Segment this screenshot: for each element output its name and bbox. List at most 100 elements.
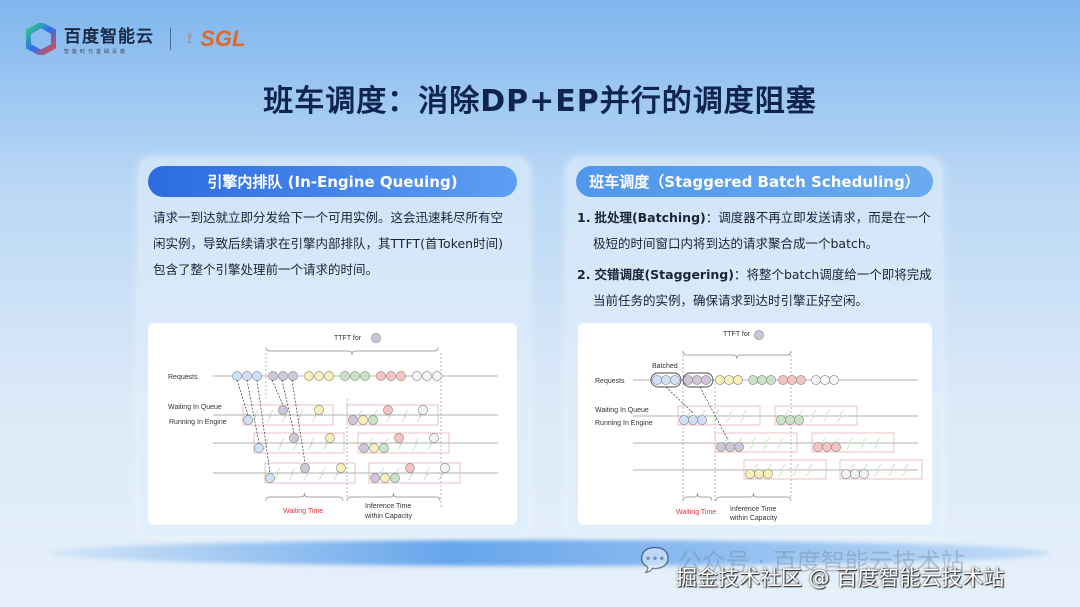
wechat-watermark: 💬 公众号 · 百度智能云技术站 — [640, 542, 965, 577]
workload-zigzag — [377, 467, 385, 481]
wechat-icon: 💬 — [640, 545, 670, 574]
staggered-batch-diagram: TTFT for Requests Batched Waiting In Queue R… — [578, 323, 932, 525]
workload-zigzag — [874, 436, 881, 450]
workload-zigzag — [423, 467, 430, 481]
engine-box — [811, 432, 895, 453]
left-card-heading: 引擎内排队 (In-Engine Queuing) — [148, 166, 517, 197]
dispatch-arrow — [246, 379, 260, 444]
engine-box — [839, 459, 923, 480]
dispatch-arrow — [256, 379, 271, 474]
request-circle-red — [396, 371, 406, 381]
ttft-brace — [682, 350, 792, 360]
request-circle-purple — [300, 463, 310, 473]
request-circle-purple — [725, 442, 735, 452]
request-circle-white — [811, 375, 821, 385]
inference-capacity-label: within Capacity — [364, 513, 413, 520]
site-watermark: 掘金技术社区 @ 百度智能云技术站 — [676, 566, 1005, 590]
request-circle-yellow — [380, 473, 390, 483]
request-circle-blue — [697, 415, 707, 425]
request-circle-blue — [232, 371, 242, 381]
engine-box — [774, 405, 858, 426]
request-circle-white — [829, 375, 839, 385]
request-circle-blue — [661, 375, 671, 385]
request-circle-purple — [701, 375, 711, 385]
workload-zigzag — [823, 409, 830, 423]
workload-zigzag — [273, 467, 281, 481]
left-card: 引擎内排队 (In-Engine Queuing) 请求一到达就立即分发给下一个… — [139, 158, 529, 536]
inference-time-brace — [346, 492, 441, 502]
left-card-text: 请求一到达就立即分发给下一个可用实例。这会迅速耗尽所有空闲实例，导致后续请求在引… — [153, 210, 504, 277]
item-text: ：调度器不再立即发送请求，而是在一个极短的时间窗口内将到达的请求聚合成一个bat… — [593, 210, 931, 251]
request-circle-red — [383, 405, 393, 415]
request-circle-white — [429, 433, 439, 443]
request-circle-blue — [242, 371, 252, 381]
item-text: ：将整个batch调度给一个即将完成当前任务的实例，确保请求到达时引擎正好空闲。 — [593, 267, 932, 308]
request-circle-green — [390, 473, 400, 483]
request-circle-red — [787, 375, 797, 385]
brand-tagline: 智能时代基础设施 — [64, 49, 129, 55]
engine-box — [253, 432, 345, 454]
request-circle-green — [794, 415, 804, 425]
waiting-time-label: Waiting Time — [283, 508, 323, 515]
request-circle-purple — [692, 375, 702, 385]
workload-zigzag — [778, 463, 786, 477]
waiting-time-brace — [265, 492, 344, 502]
inference-time-brace — [715, 492, 792, 502]
request-circle-white — [412, 371, 422, 381]
request-circle-purple — [734, 442, 744, 452]
engine-box — [714, 432, 798, 453]
request-circle-blue — [265, 473, 275, 483]
item-number: 2. — [577, 267, 591, 282]
request-circle-purple — [268, 371, 278, 381]
workload-zigzag — [288, 467, 296, 481]
request-circle-blue — [688, 415, 698, 425]
inference-capacity-label: within Capacity — [729, 515, 778, 522]
request-circle-purple — [289, 433, 299, 443]
logo: 百度智能云 智能时代基础设施 ⟟ SGL — [26, 22, 245, 55]
request-circle-purple — [288, 371, 298, 381]
request-circle-red — [405, 463, 415, 473]
request-circle-yellow — [763, 469, 773, 479]
inference-time-label: Inference Time — [365, 503, 411, 510]
workload-zigzag — [318, 467, 326, 481]
request-circle-blue — [254, 443, 264, 453]
inference-time-label: Inference Time — [730, 506, 776, 513]
request-circle-red — [778, 375, 788, 385]
batched-label: Batched — [652, 363, 678, 370]
workload-zigzag — [307, 437, 315, 451]
request-circle-blue — [679, 415, 689, 425]
request-circle-white — [440, 463, 450, 473]
waiting-queue-label: Waiting In Queue — [595, 407, 649, 414]
engine-box — [346, 404, 439, 426]
request-circle-yellow — [304, 371, 314, 381]
batch-outline — [682, 372, 714, 388]
request-circle-green — [350, 371, 360, 381]
waiting-time-brace — [682, 492, 713, 502]
wechat-watermark-text: 公众号 · 百度智能云技术站 — [677, 548, 965, 576]
request-circle-red — [813, 442, 823, 452]
ttft-label: TTFT for — [723, 331, 751, 338]
right-card: 班车调度（Staggered Batch Scheduling） 1. 批处理(… — [567, 158, 942, 536]
request-circle-green — [368, 415, 378, 425]
request-circle-purple — [359, 443, 369, 453]
request-circle-red — [376, 371, 386, 381]
list-item-staggering: 2. 交错调度(Staggering)：将整个batch调度给一个即将完成当前任… — [577, 262, 937, 314]
running-engine-label: Running In Engine — [169, 419, 227, 426]
in-engine-queuing-diagram: TTFT for Requests Waiting In Queue Running … — [148, 323, 517, 525]
request-circle-white — [432, 371, 442, 381]
requests-label: Requests — [168, 374, 198, 381]
item-title: 批处理(Batching) — [594, 210, 706, 225]
engine-box — [264, 462, 356, 484]
baidu-cloud-logo-icon — [26, 22, 56, 55]
ttft-label: TTFT for — [334, 335, 362, 342]
request-circle-purple — [278, 371, 288, 381]
workload-zigzag — [792, 463, 799, 477]
request-circle-yellow — [325, 433, 335, 443]
request-circle-yellow — [336, 463, 346, 473]
ttft-brace — [265, 346, 439, 356]
request-circle-white — [841, 469, 851, 479]
workload-zigzag — [846, 436, 854, 450]
workload-zigzag — [726, 409, 733, 423]
workload-zigzag — [712, 409, 720, 423]
waiting-queue-label: Waiting In Queue — [168, 404, 222, 411]
